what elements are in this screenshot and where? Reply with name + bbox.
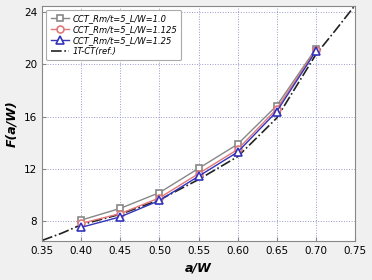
CCT_Rm/t=5_L/W=1.25	[157, 199, 162, 202]
CCT_Rm/t=5_L/W=1.0	[314, 47, 318, 50]
CCT_Rm/t=5_L/W=1.25	[275, 110, 279, 113]
CCT_Rm/t=5_L/W=1.0	[275, 104, 279, 107]
Legend: CCT_Rm/t=5_L/W=1.0, CCT_Rm/t=5_L/W=1.125, CCT_Rm/t=5_L/W=1.25, 1T-CT(ref.): CCT_Rm/t=5_L/W=1.0, CCT_Rm/t=5_L/W=1.125…	[46, 10, 181, 60]
CCT_Rm/t=5_L/W=1.0	[79, 218, 84, 222]
1T-CT(ref.)	[79, 223, 84, 226]
CCT_Rm/t=5_L/W=1.0	[118, 207, 123, 210]
1T-CT(ref.)	[157, 198, 162, 202]
CCT_Rm/t=5_L/W=1.25	[235, 150, 240, 154]
1T-CT(ref.)	[353, 4, 357, 7]
Line: CCT_Rm/t=5_L/W=1.25: CCT_Rm/t=5_L/W=1.25	[77, 48, 320, 231]
CCT_Rm/t=5_L/W=1.125	[314, 48, 318, 52]
1T-CT(ref.)	[333, 29, 337, 32]
CCT_Rm/t=5_L/W=1.125	[157, 196, 162, 200]
Line: CCT_Rm/t=5_L/W=1.125: CCT_Rm/t=5_L/W=1.125	[78, 46, 319, 227]
Line: CCT_Rm/t=5_L/W=1.0: CCT_Rm/t=5_L/W=1.0	[78, 45, 319, 223]
1T-CT(ref.)	[196, 178, 201, 181]
CCT_Rm/t=5_L/W=1.25	[79, 226, 84, 229]
1T-CT(ref.)	[40, 239, 45, 242]
1T-CT(ref.)	[235, 155, 240, 158]
CCT_Rm/t=5_L/W=1.25	[314, 50, 318, 53]
CCT_Rm/t=5_L/W=1.125	[275, 107, 279, 111]
CCT_Rm/t=5_L/W=1.125	[79, 222, 84, 225]
1T-CT(ref.)	[314, 53, 318, 56]
CCT_Rm/t=5_L/W=1.0	[157, 191, 162, 194]
1T-CT(ref.)	[60, 232, 64, 235]
CCT_Rm/t=5_L/W=1.25	[196, 175, 201, 178]
X-axis label: a/W: a/W	[185, 262, 212, 274]
CCT_Rm/t=5_L/W=1.125	[235, 148, 240, 151]
CCT_Rm/t=5_L/W=1.0	[235, 143, 240, 146]
CCT_Rm/t=5_L/W=1.125	[196, 172, 201, 175]
CCT_Rm/t=5_L/W=1.0	[196, 167, 201, 170]
Line: 1T-CT(ref.): 1T-CT(ref.)	[42, 6, 355, 240]
CCT_Rm/t=5_L/W=1.125	[118, 212, 123, 215]
1T-CT(ref.)	[275, 116, 279, 120]
CCT_Rm/t=5_L/W=1.25	[118, 215, 123, 218]
1T-CT(ref.)	[118, 213, 123, 216]
Y-axis label: F(a/W): F(a/W)	[6, 100, 19, 147]
